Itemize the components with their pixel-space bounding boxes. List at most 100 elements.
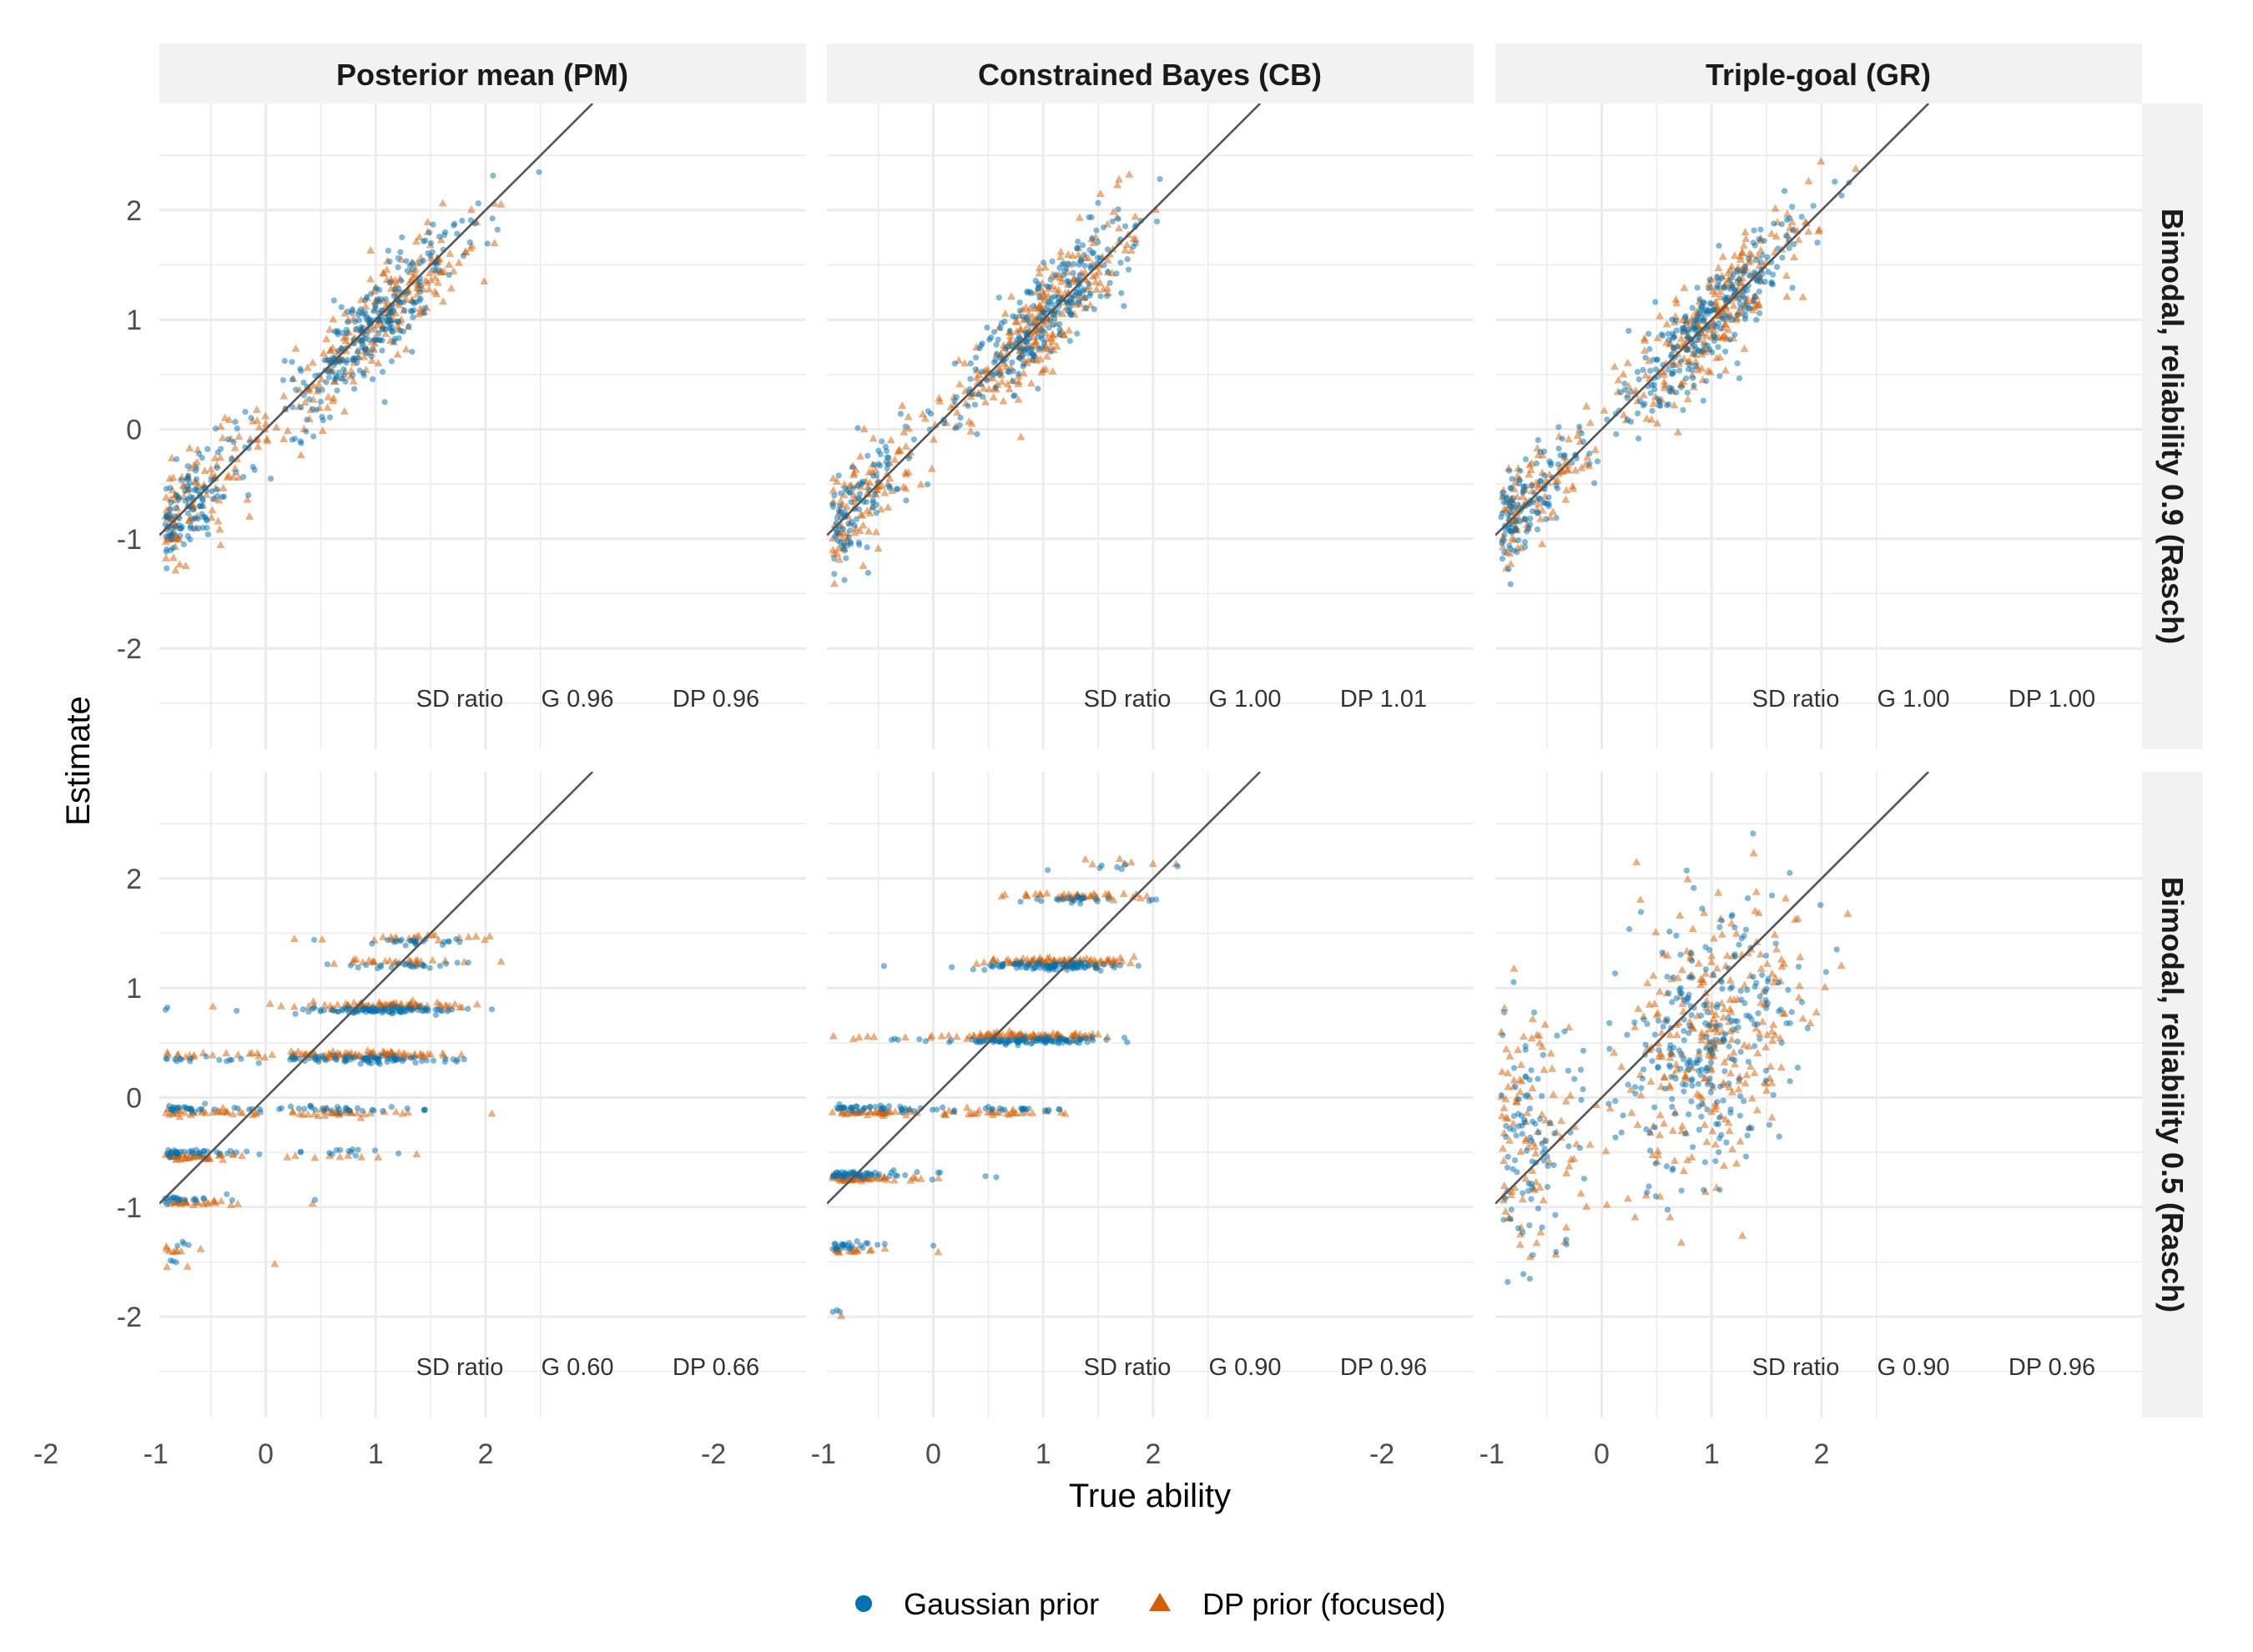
point-dp xyxy=(1780,959,1789,967)
point-gaussian xyxy=(1576,1145,1584,1151)
point-dp xyxy=(449,266,458,274)
point-gaussian xyxy=(1000,960,1006,967)
point-gaussian xyxy=(1060,896,1066,903)
point-gaussian xyxy=(1647,367,1654,375)
point-dp xyxy=(234,473,244,481)
point-dp xyxy=(341,336,350,345)
strip-row-rel05: Bimodal, reliability 0.5 (Rasch) xyxy=(2155,877,2190,1312)
point-gaussian xyxy=(1651,381,1657,388)
point-dp xyxy=(1672,1030,1681,1039)
point-gaussian xyxy=(1644,1189,1651,1196)
point-gaussian xyxy=(385,1009,392,1015)
point-gaussian xyxy=(417,289,424,295)
point-gaussian xyxy=(177,532,184,539)
point-dp xyxy=(202,1154,211,1162)
point-gaussian xyxy=(867,1103,874,1111)
point-gaussian xyxy=(1798,999,1805,1005)
point-gaussian xyxy=(864,544,870,551)
point-dp xyxy=(1530,1142,1540,1151)
point-dp xyxy=(431,273,440,281)
point-gaussian xyxy=(454,230,461,237)
point-gaussian xyxy=(1045,1034,1051,1041)
legend-gaussian-label: Gaussian prior xyxy=(904,1587,1099,1621)
point-dp xyxy=(381,329,391,337)
point-gaussian xyxy=(1810,203,1817,209)
point-dp xyxy=(1751,887,1761,895)
point-dp xyxy=(283,1152,292,1161)
point-gaussian xyxy=(331,376,339,383)
point-dp xyxy=(1758,1017,1767,1025)
point-gaussian xyxy=(1543,1137,1550,1144)
point-gaussian xyxy=(1707,1039,1714,1045)
point-gaussian xyxy=(1665,366,1671,373)
point-gaussian xyxy=(1544,501,1550,507)
point-dp xyxy=(1582,1201,1591,1210)
point-dp xyxy=(916,1174,925,1182)
point-dp xyxy=(1088,859,1097,868)
point-dp xyxy=(1732,1159,1741,1167)
point-gaussian xyxy=(1505,499,1513,506)
point-dp xyxy=(966,426,975,435)
point-gaussian xyxy=(1798,214,1805,220)
point-gaussian xyxy=(1613,431,1620,437)
point-gaussian xyxy=(417,282,424,290)
point-gaussian xyxy=(1578,1096,1585,1103)
point-dp xyxy=(317,375,326,383)
point-gaussian xyxy=(1056,320,1063,328)
panel-r1-c1: SD ratio G 0.90 DP 0.96 xyxy=(827,772,1474,1418)
point-dp xyxy=(1565,1023,1574,1031)
point-dp xyxy=(183,1262,192,1270)
point-gaussian xyxy=(1787,1020,1793,1026)
point-dp xyxy=(1502,1045,1511,1053)
point-gaussian xyxy=(372,302,379,309)
point-dp xyxy=(1522,1136,1531,1144)
point-gaussian xyxy=(1555,461,1561,468)
point-dp xyxy=(1590,445,1600,453)
point-dp xyxy=(260,1053,270,1061)
point-dp xyxy=(1562,486,1571,494)
point-dp xyxy=(874,482,884,491)
point-gaussian xyxy=(409,349,416,355)
point-dp xyxy=(1610,1048,1619,1056)
point-dp xyxy=(940,1110,950,1118)
point-gaussian xyxy=(1643,1126,1650,1133)
point-dp xyxy=(1676,334,1686,342)
point-dp xyxy=(1744,1042,1753,1050)
point-gaussian xyxy=(403,258,410,264)
point-dp xyxy=(859,521,868,529)
point-dp xyxy=(1806,1018,1815,1026)
point-dp xyxy=(1518,1195,1527,1203)
point-gaussian xyxy=(1148,896,1155,903)
point-dp xyxy=(901,1111,910,1119)
point-dp xyxy=(972,373,981,381)
point-gaussian xyxy=(1563,1241,1570,1248)
point-gaussian xyxy=(1636,376,1642,383)
point-gaussian xyxy=(1499,510,1506,516)
point-dp xyxy=(859,425,869,433)
point-gaussian xyxy=(1741,1098,1747,1105)
point-dp xyxy=(1767,1113,1777,1121)
point-gaussian xyxy=(233,1149,239,1156)
point-gaussian xyxy=(334,328,341,335)
point-gaussian xyxy=(1024,314,1031,321)
sd-ratio-dp: DP 1.00 xyxy=(2009,686,2095,713)
point-gaussian xyxy=(353,325,360,332)
point-dp xyxy=(1571,466,1580,474)
point-gaussian xyxy=(1676,1047,1683,1054)
point-gaussian xyxy=(872,1103,879,1111)
point-gaussian xyxy=(986,336,993,343)
point-dp xyxy=(1546,1049,1555,1057)
point-gaussian xyxy=(193,476,200,482)
point-gaussian xyxy=(1725,314,1732,320)
point-gaussian xyxy=(1677,358,1685,365)
point-dp xyxy=(180,1108,189,1116)
point-gaussian xyxy=(325,374,333,380)
point-gaussian xyxy=(903,497,910,504)
strip-row-rel09: Bimodal, reliability 0.9 (Rasch) xyxy=(2155,209,2190,644)
point-gaussian xyxy=(1040,259,1047,266)
point-gaussian xyxy=(167,506,174,513)
point-gaussian xyxy=(929,1176,935,1183)
point-gaussian xyxy=(1680,406,1686,414)
point-gaussian xyxy=(1683,320,1690,327)
point-dp xyxy=(437,268,446,276)
